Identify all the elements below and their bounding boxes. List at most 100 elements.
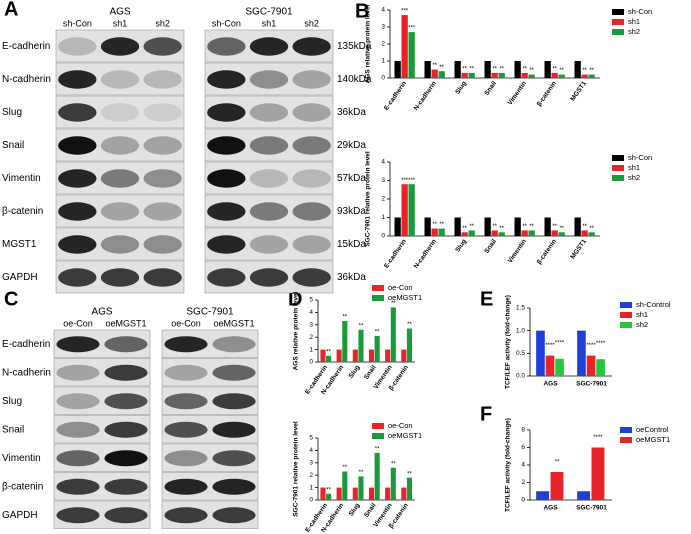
- y-tick-label: 4: [309, 447, 313, 454]
- bar: [521, 230, 528, 236]
- band: [212, 507, 256, 524]
- band: [249, 37, 289, 56]
- y-tick-label: 3: [309, 460, 313, 467]
- bar: [342, 321, 348, 362]
- panel-label: E: [480, 288, 493, 310]
- size-label: 140kDa: [337, 74, 372, 85]
- legend-label: oeControl: [636, 425, 669, 434]
- bar: [406, 477, 413, 500]
- bar: [551, 230, 558, 236]
- significance: **: [439, 222, 444, 228]
- significance: **: [391, 461, 396, 467]
- bar: [438, 228, 445, 236]
- row-label: GAPDH: [2, 510, 38, 521]
- bar: [461, 72, 468, 78]
- panel-label: D: [288, 288, 302, 310]
- legend-swatch: [372, 285, 384, 291]
- significance: **: [492, 66, 497, 72]
- bar: [374, 335, 380, 362]
- x-tick-label: Snail: [483, 238, 498, 255]
- band: [104, 450, 148, 467]
- row-label: N-cadherin: [2, 367, 51, 378]
- band: [249, 169, 289, 188]
- bar: [394, 61, 401, 78]
- band: [249, 136, 289, 155]
- band: [104, 478, 148, 495]
- y-tick-label: 3: [309, 322, 313, 329]
- band: [292, 202, 331, 221]
- x-tick-label: AGS: [543, 505, 558, 512]
- y-axis-label: TCF/LEF activity (fold-change): [505, 418, 512, 512]
- legend-label: oeMGST1: [388, 431, 422, 440]
- band: [207, 37, 246, 56]
- significance: **: [359, 323, 364, 329]
- legend-swatch: [612, 155, 624, 161]
- x-tick-label: Slug: [454, 238, 468, 254]
- bar: [514, 217, 521, 236]
- bar: [558, 74, 565, 78]
- y-tick-label: 0: [381, 75, 385, 82]
- legend-label: sh-Con: [628, 153, 652, 162]
- band: [58, 169, 97, 188]
- bar: [468, 72, 475, 78]
- band: [56, 336, 100, 353]
- row-label: GAPDH: [2, 272, 38, 283]
- band: [143, 70, 182, 89]
- significance: **: [342, 315, 347, 321]
- x-tick-label: E-cadherin: [383, 238, 408, 270]
- significance: ***: [408, 178, 416, 184]
- y-tick-label: 0: [521, 497, 525, 504]
- bar: [408, 32, 415, 78]
- band: [207, 169, 246, 188]
- band: [212, 393, 256, 410]
- x-tick-label: Snail: [483, 80, 498, 97]
- band: [58, 136, 97, 155]
- legend-label: sh-Con: [628, 7, 652, 16]
- x-tick-label: N-cadherin: [413, 238, 438, 270]
- bar: [528, 230, 535, 236]
- band: [58, 103, 97, 122]
- band: [104, 393, 148, 410]
- bar: [390, 307, 396, 362]
- significance: **: [522, 224, 527, 230]
- y-axis-label: AGS relative protein level: [365, 4, 372, 83]
- bar: [544, 61, 551, 78]
- bar: [577, 330, 586, 376]
- band: [212, 421, 256, 438]
- y-tick-label: 0: [381, 233, 385, 240]
- row-label: Snail: [2, 140, 24, 151]
- significance: **: [375, 330, 380, 336]
- x-tick-label: Slug: [348, 502, 362, 518]
- band: [207, 202, 246, 221]
- bar: [588, 232, 595, 236]
- size-label: 36kDa: [337, 107, 366, 118]
- significance: **: [589, 226, 594, 232]
- row-label: Vimentin: [2, 173, 41, 184]
- lane-label: oeMGST1: [213, 318, 254, 328]
- bar: [536, 491, 550, 500]
- legend-swatch: [620, 427, 632, 433]
- band: [56, 507, 100, 524]
- significance: **: [529, 68, 534, 74]
- legend-swatch: [612, 29, 624, 35]
- bar: [491, 72, 498, 78]
- band: [164, 478, 208, 495]
- lane-label: sh2: [155, 18, 170, 28]
- band: [104, 364, 148, 381]
- band: [143, 268, 182, 287]
- x-tick-label: SGC-7901: [576, 505, 607, 512]
- band: [164, 507, 208, 524]
- significance: **: [555, 460, 560, 466]
- bar: [385, 487, 391, 500]
- legend-label: sh1: [628, 163, 640, 172]
- y-tick-label: 0: [309, 497, 313, 504]
- significance: **: [522, 66, 527, 72]
- y-tick-label: 2: [521, 479, 525, 486]
- bar: [401, 15, 408, 79]
- band: [58, 70, 97, 89]
- band: [56, 450, 100, 467]
- panel-label: F: [480, 403, 492, 425]
- legend-swatch: [620, 302, 632, 308]
- bar: [320, 349, 326, 362]
- y-axis-label: SGC-7901 relative protein level: [293, 421, 300, 517]
